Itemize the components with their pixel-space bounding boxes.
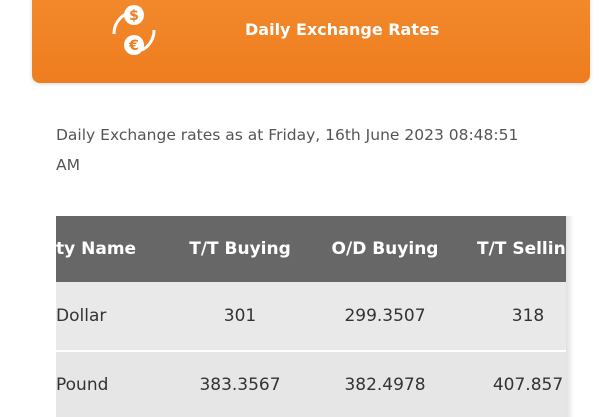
- timestamp: Daily Exchange rates as at Friday, 16th …: [56, 126, 519, 174]
- table-row: Dollar 301 299.3507 318: [56, 282, 566, 350]
- svg-text:€: €: [128, 38, 139, 54]
- column-header: T/T Buying: [189, 239, 291, 259]
- cell: Dollar: [56, 306, 107, 326]
- cell: 407.857: [492, 375, 564, 395]
- svg-text:$: $: [129, 8, 139, 24]
- banner-title: Daily Exchange Rates: [245, 20, 440, 39]
- column-header: O/D Buying: [331, 239, 439, 259]
- column-header: T/T Sellin: [477, 239, 566, 259]
- banner: $ € Daily Exchange Rates: [32, 0, 590, 83]
- cell: 383.3567: [199, 375, 281, 395]
- table-row: Pound 383.3567 382.4978 407.857: [56, 352, 566, 417]
- cell: Pound: [56, 375, 109, 395]
- header-row: ty Name T/T Buying O/D Buying T/T Sellin: [56, 216, 566, 282]
- column-header: ty Name: [56, 239, 137, 259]
- exchange-icon: $ €: [112, 5, 156, 55]
- cell: 301: [223, 306, 257, 326]
- cell: 318: [511, 306, 545, 326]
- cell: 299.3507: [344, 306, 426, 326]
- cell: 382.4978: [344, 375, 426, 395]
- rates-table: ty Name T/T Buying O/D Buying T/T Sellin…: [56, 216, 566, 417]
- scroll-shadow: [566, 216, 574, 417]
